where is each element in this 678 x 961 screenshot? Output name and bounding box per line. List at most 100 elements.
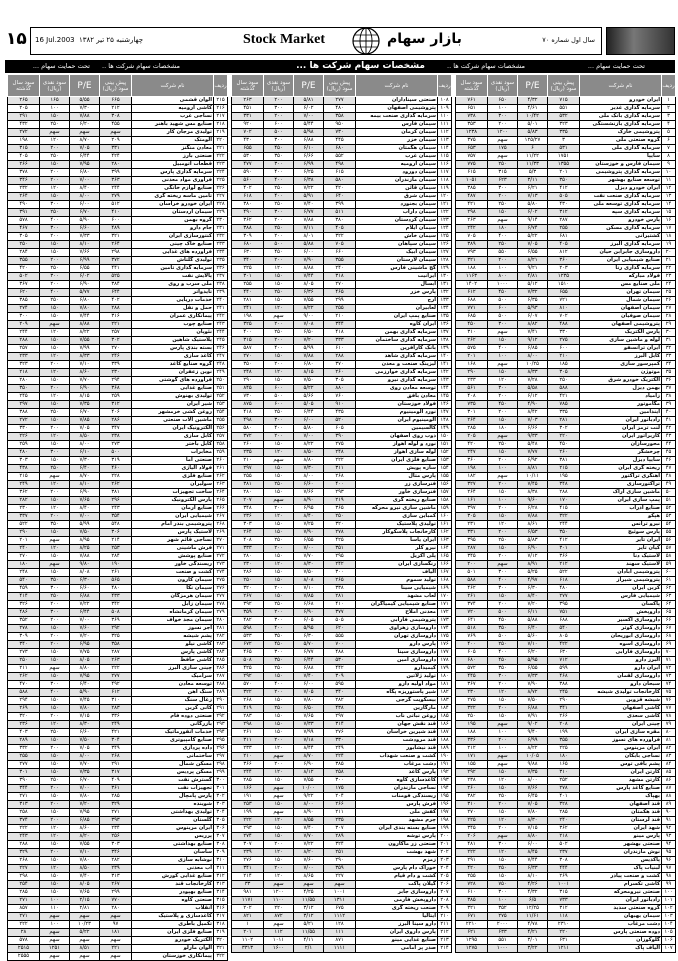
pe-cell: ۷/۶۵ (69, 888, 100, 897)
pe-cell: ۵/۰۵ (293, 400, 324, 409)
rank-cell: ۱۷ (661, 224, 676, 233)
rank-cell: ۱۶ (661, 216, 676, 225)
last-year-cell: ۲۹۷ (231, 464, 264, 473)
name-cell: صنایع بهداشتی (131, 840, 214, 849)
name-cell: سرمایه گذاری سپه (579, 208, 662, 217)
forecast-cell: ۴۲۱ (99, 728, 132, 737)
last-year-cell: ۲۰۹ (7, 320, 40, 329)
last-year-cell: ۳۳۲ (7, 744, 40, 753)
table-row: ۳۰۳ شوینده ۳۲۹ ۷/۲۰ ۲۰۰ ۳۱۳ (7, 800, 228, 809)
title-persian: بازار سهام (387, 31, 462, 47)
rank-cell: ۸۲ (661, 744, 676, 753)
last-year-cell: ۳۹۰ (7, 776, 40, 785)
name-cell: الوان مارلو (131, 944, 214, 953)
pe-cell: ۵/۲۲ (69, 928, 100, 937)
dividend-cell: ۳۰۰ (263, 136, 294, 145)
name-cell: مسکن پردیس (131, 768, 214, 777)
table-row: ۳۱۰ نوشابه سازی ۲۸۲ ۷/۸۰ ۱۵۰ ۲۶۸ (7, 856, 228, 865)
forecast-cell: ۸۰۵ (547, 632, 580, 641)
name-cell: سیمان کرمان (355, 128, 438, 137)
last-year-cell: ۲۳۲ (7, 184, 40, 193)
rank-cell: ۶۸ (661, 632, 676, 641)
dividend-cell: ۲۵۰ (39, 120, 70, 129)
forecast-cell: ۶۳۰ (547, 648, 580, 657)
dividend-cell: ۱۵۰ (39, 248, 70, 257)
rank-cell: ۱۹۴ (437, 784, 452, 793)
last-year-cell: ۳۵۰ (231, 360, 264, 369)
date-persian: چهارشنبه ۲۵ تیر ۱۳۸۲ (79, 36, 144, 44)
pe-cell: ۹/۱۴ (517, 216, 548, 225)
rank-cell: ۱۳۲ (437, 288, 452, 297)
last-year-cell: ۴۹۸ (231, 416, 264, 425)
column-header-pe: P/E (293, 74, 324, 97)
last-year-cell: ۴۰۵ (7, 152, 40, 161)
dividend-cell: ۲۵۰ (39, 408, 70, 417)
name-cell: فولاد خوزستان (355, 400, 438, 409)
pe-cell: ۶/۳۵ (517, 296, 548, 305)
name-cell: صنایع بسته بندی ایران (355, 824, 438, 833)
rank-cell: ۳۷ (661, 384, 676, 393)
last-year-cell: ۵۷۸ (7, 216, 40, 225)
name-cell: پاکدیس (579, 856, 662, 865)
name-cell: فرش ماشینی (131, 544, 214, 553)
dividend-cell: ۱۱۰ (39, 904, 70, 913)
name-cell: لنت ترمز ایران (579, 424, 662, 433)
table-row: ۲۱۶ کاشی ارومیه ۲۱۲ ۷/۳۰ ۱۰۰ ۲۰۵ (7, 104, 228, 113)
dividend-cell: ۱۵۰ (39, 760, 70, 769)
name-cell: سیمان فارس (355, 120, 438, 129)
name-cell: البرز دارو (579, 656, 662, 665)
forecast-cell: ۴۹۲ (99, 680, 132, 689)
last-year-cell: ۲۰۷ (231, 496, 264, 505)
name-cell: جام دارو (131, 224, 214, 233)
forecast-cell: ۲۶۱ (99, 568, 132, 577)
column-header-forecast: پیش بینی سود (ریال) (323, 74, 356, 97)
last-year-cell: ۲۲۲ (455, 848, 488, 857)
table-row: ۱۷ سرمایه گذاری مسکن ۲۵۵ ۶/۷۴ ۱۸۰ ۲۴۲ (455, 224, 676, 233)
forecast-cell: ۳۸۸ (547, 680, 580, 689)
forecast-cell: ۳۵۰ (547, 176, 580, 185)
name-cell: سرمایه گذاری صنعت نفت (579, 192, 662, 201)
forecast-cell: سهم (99, 912, 132, 921)
table-row: ۸۳ نساجی بابکان ۱۸۰ ۱۰/۰۵ سهم ۱۷۱ (455, 752, 676, 761)
pe-cell: ۷/۴۴ (517, 856, 548, 865)
rank-cell: ۱۶۶ (437, 560, 452, 569)
table-row: ۳۵ موتوژن ۳۰۵ ۸/۳۳ ۱۵۰ ۲۹۰ (455, 368, 676, 377)
pe-cell: ۷/۱۰ (293, 584, 324, 593)
last-year-cell: ۲۷۱ (7, 912, 40, 921)
dividend-cell: سهم (263, 496, 294, 505)
table-row: ۲۲۴ سرمایه گذاری پارس ۳۹۹ ۶/۸۰ ۲۰۰ ۳۷۸ (7, 168, 228, 177)
name-cell: فنرسازی خاور (355, 488, 438, 497)
name-cell: گروه صنعتی سدید (579, 904, 662, 913)
name-cell: کاغذ سازی (131, 352, 214, 361)
dividend-cell: ۲۰۰ (263, 760, 294, 769)
pe-cell: ۶/۴۰ (517, 624, 548, 633)
dividend-cell: ۲۵۰ (263, 480, 294, 489)
pe-cell: ۷/۵۵ (293, 776, 324, 785)
rank-cell: ۱۲۲ (437, 208, 452, 217)
dividend-cell: ۶۳۳ (487, 928, 518, 937)
table-row: ۱۶۴ نیرو کلر ۳۵۱ ۷/۰۰ ۲۰۰ ۳۳۳ (231, 544, 452, 553)
pe-cell: ۸/۴۴ (293, 744, 324, 753)
rank-cell: ۲۹۳ (213, 720, 228, 729)
table-header: ردیف نام شرکت پیش بینی سود (ریال) P/E سود نق… (7, 74, 228, 97)
pe-cell: ۵/۹۱ (293, 192, 324, 201)
forecast-cell: ۲۴۰ (547, 816, 580, 825)
pe-cell: ۷/۹۱ (517, 712, 548, 721)
pe-cell: ۶/۸۰ (69, 168, 100, 177)
pe-cell: ۷/۸۰ (517, 808, 548, 817)
name-cell: ایران دارو (579, 664, 662, 673)
last-year-cell: ۳۴۱ (231, 864, 264, 873)
dividend-cell: ۱۵۰ (39, 656, 70, 665)
name-cell: گلوکوزان (579, 936, 662, 945)
name-cell: سیمان اصفهان (579, 304, 662, 313)
rank-cell: ۹۹ (661, 880, 676, 889)
forecast-cell: ۳۸۱ (547, 456, 580, 465)
pe-cell: ۷/۸۵ (69, 416, 100, 425)
rank-cell: ۷۶ (661, 696, 676, 705)
name-cell: شیمیایی ایران (131, 512, 214, 521)
pe-cell: ۱۰/۱۱ (517, 472, 548, 481)
forecast-cell: ۵۲۵ (99, 272, 132, 281)
last-year-cell: ۲۵۰ (7, 656, 40, 665)
pe-cell: ۷/۷۰ (293, 832, 324, 841)
dividend-cell: سهم (39, 928, 70, 937)
